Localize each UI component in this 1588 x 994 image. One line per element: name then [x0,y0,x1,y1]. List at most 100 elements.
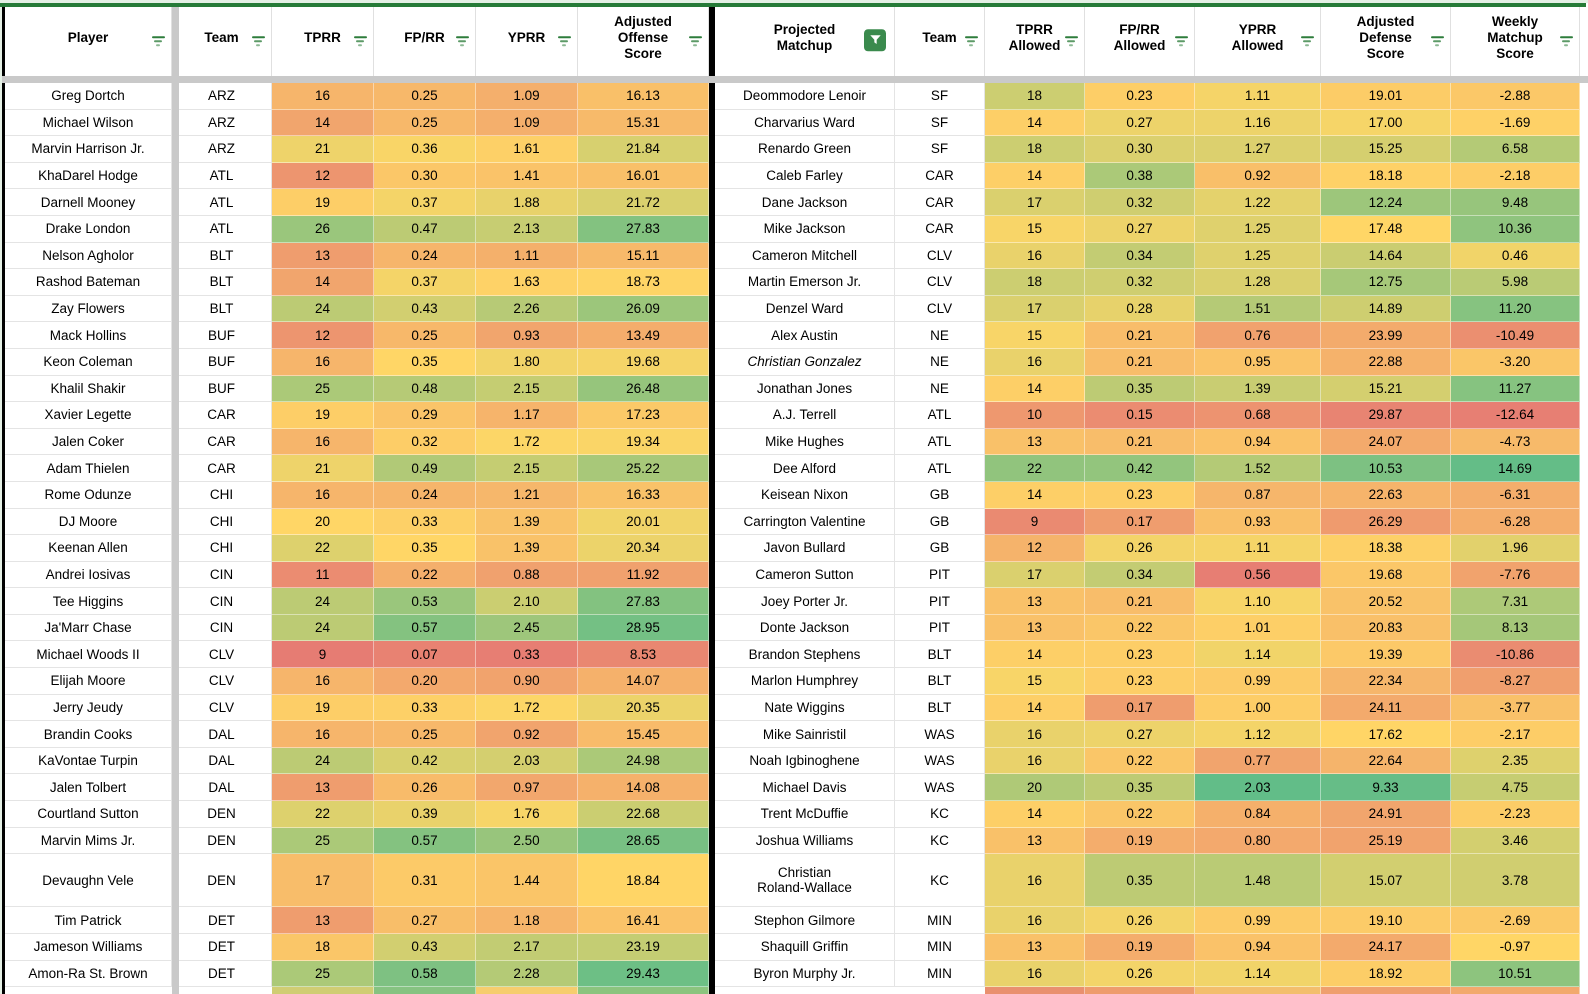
yprr-cell[interactable]: 1.39 [476,535,578,562]
tprr-allowed-cell[interactable]: 14 [985,481,1085,509]
defense-score-cell[interactable]: 18.92 [1321,960,1451,988]
matchup-team-cell[interactable]: SF [895,136,985,163]
matchup-player-cell[interactable]: Dee Alford [715,455,895,482]
matchup-team-column-header[interactable]: Team [895,0,985,83]
weekly-matchup-score-cell[interactable]: -2.18 [1451,162,1580,190]
player-cell[interactable]: Keon Coleman [5,348,172,376]
tprr-cell[interactable]: 24 [272,614,374,642]
fprr-allowed-cell[interactable]: 0.21 [1085,348,1195,376]
offense-score-cell[interactable]: 11.92 [578,561,709,589]
tprr-allowed-cell[interactable]: 10 [985,402,1085,429]
player-cell[interactable]: Darnell Mooney [5,189,172,216]
fprr-cell[interactable]: 0.57 [374,827,476,855]
filter-lines-icon[interactable] [1559,35,1573,46]
yprr-allowed-cell[interactable]: 1.52 [1195,455,1321,482]
offense-score-cell[interactable]: 16.33 [578,481,709,509]
tprr-cell[interactable]: 25 [272,827,374,855]
tprr-cell[interactable]: 12 [272,162,374,190]
matchup-team-cell[interactable]: GB [895,508,985,536]
yprr-allowed-cell[interactable]: 0.80 [1195,827,1321,855]
fprr-cell[interactable]: 0.43 [374,295,476,323]
team-cell[interactable]: BLT [172,242,272,270]
tprr-cell[interactable]: 24 [272,588,374,615]
yprr-cell[interactable]: 0.90 [476,668,578,695]
tprr-allowed-cell[interactable]: 20 [985,774,1085,802]
matchup-player-cell[interactable]: Joey Porter Jr. [715,588,895,615]
yprr-cell[interactable]: 2.26 [476,295,578,323]
defense-score-cell[interactable]: 17.48 [1321,215,1451,243]
team-cell[interactable]: DEN [172,854,272,908]
defense-score-cell[interactable]: 14.89 [1321,295,1451,323]
weekly-matchup-score-cell[interactable]: 11.27 [1451,375,1580,403]
weekly-matchup-score-cell[interactable]: -2.17 [1451,721,1580,748]
matchup-player-cell[interactable]: Renardo Green [715,136,895,163]
defense-score-cell[interactable]: 15.25 [1321,136,1451,163]
yprr-allowed-cell[interactable]: 1.14 [1195,960,1321,988]
team-cell[interactable]: DAL [172,747,272,775]
fprr-cell[interactable]: 0.24 [374,481,476,509]
matchup-team-cell[interactable]: SF [895,109,985,137]
tprr-cell[interactable]: 22 [272,535,374,562]
yprr-cell[interactable]: 1.39 [476,508,578,536]
yprr-cell[interactable]: 2.13 [476,215,578,243]
fprr-allowed-cell[interactable]: 0.23 [1085,668,1195,695]
defense-score-cell[interactable]: 25.19 [1321,827,1451,855]
offense-score-cell[interactable]: 26.09 [578,295,709,323]
tprr-allowed-cell[interactable]: 13 [985,827,1085,855]
offense-score-cell[interactable]: 15.11 [578,242,709,270]
fprr-cell[interactable]: 0.36 [374,136,476,163]
team-cell[interactable]: BUF [172,322,272,349]
defense-score-cell[interactable]: 19.01 [1321,83,1451,110]
filter-lines-icon[interactable] [455,35,469,46]
team-cell[interactable]: CIN [172,588,272,615]
offense-score-cell[interactable]: 17.23 [578,402,709,429]
fprr-allowed-cell[interactable]: 0.19 [1085,827,1195,855]
defense-score-cell[interactable]: 17.00 [1321,109,1451,137]
matchup-player-cell[interactable]: Keisean Nixon [715,481,895,509]
tprr-cell[interactable]: 12 [272,322,374,349]
fprr-allowed-cell[interactable]: 0.35 [1085,854,1195,908]
fprr-allowed-cell[interactable]: 0.27 [1085,215,1195,243]
tprr-allowed-cell[interactable]: 12 [985,535,1085,562]
fprr-allowed-cell[interactable]: 0.22 [1085,747,1195,775]
tprr-allowed-cell[interactable]: 14 [985,162,1085,190]
player-cell[interactable]: Keenan Allen [5,535,172,562]
fprr-cell[interactable]: 0.07 [374,641,476,669]
weekly-matchup-score-cell[interactable]: 11.20 [1451,295,1580,323]
fprr-cell[interactable]: 0.32 [374,428,476,456]
player-cell[interactable]: Elijah Moore [5,668,172,695]
matchup-player-cell[interactable]: Jonathan Jones [715,375,895,403]
yprr-allowed-cell[interactable]: 0.56 [1195,561,1321,589]
tprr-cell[interactable]: 13 [272,907,374,934]
weekly-matchup-score-cell[interactable]: 4.75 [1451,774,1580,802]
weekly-matchup-score-cell[interactable]: -4.73 [1451,428,1580,456]
matchup-player-cell[interactable]: Dane Jackson [715,189,895,216]
yprr-cell[interactable]: 2.10 [476,588,578,615]
player-cell[interactable]: Nelson Agholor [5,242,172,270]
tprr-cell[interactable]: 21 [272,455,374,482]
offense-score-cell[interactable]: 19.34 [578,428,709,456]
yprr-allowed-cell[interactable]: 0.94 [1195,934,1321,961]
team-cell[interactable]: BLT [172,269,272,296]
weekly-matchup-score-cell[interactable]: 3.78 [1451,854,1580,908]
yprr-cell[interactable]: 1.17 [476,402,578,429]
fprr-allowed-cell[interactable]: 0.23 [1085,83,1195,110]
fprr-allowed-cell[interactable]: 0.23 [1085,641,1195,669]
yprr-allowed-cell[interactable]: 0.77 [1195,747,1321,775]
matchup-team-cell[interactable]: CLV [895,269,985,296]
matchup-team-cell[interactable]: WAS [895,747,985,775]
player-cell[interactable]: Mack Hollins [5,322,172,349]
team-cell[interactable]: DET [172,934,272,961]
offense-score-cell[interactable]: 23.19 [578,934,709,961]
yprr-allowed-cell[interactable]: 1.00 [1195,694,1321,722]
weekly-matchup-score-cell[interactable]: -8.27 [1451,668,1580,695]
fprr-allowed-cell[interactable]: 0.26 [1085,960,1195,988]
offense-score-cell[interactable]: 8.53 [578,641,709,669]
fprr-allowed-cell[interactable]: 0.22 [1085,801,1195,828]
tprr-allowed-cell[interactable]: 14 [985,375,1085,403]
offense-score-cell[interactable]: 29.43 [578,960,709,988]
yprr-cell[interactable]: 1.11 [476,242,578,270]
fprr-cell[interactable]: 0.57 [374,614,476,642]
fprr-cell[interactable]: 0.26 [374,774,476,802]
offense-score-cell[interactable]: 16.01 [578,162,709,190]
